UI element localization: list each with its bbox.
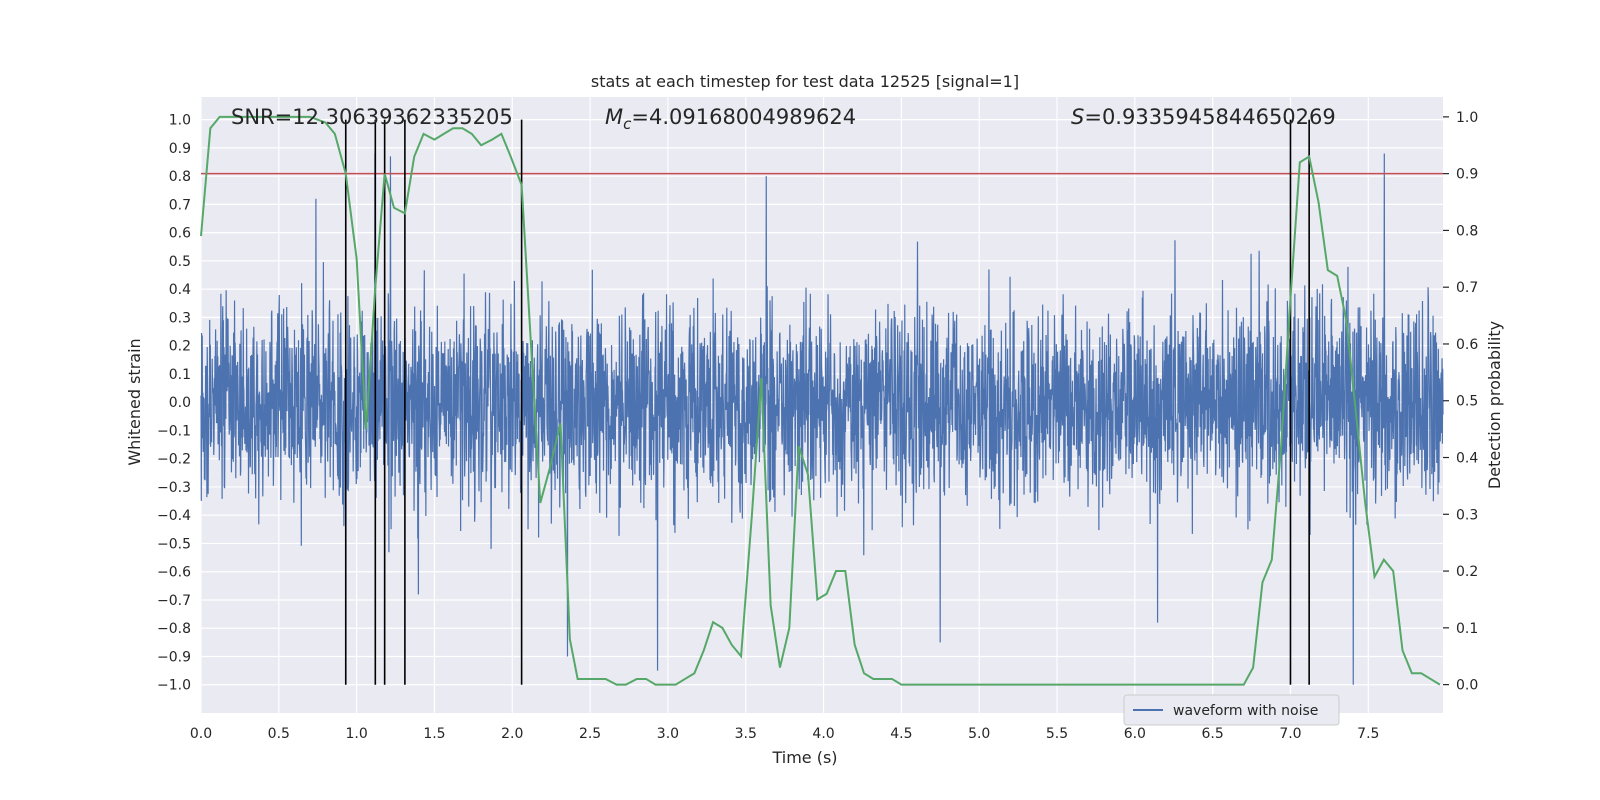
y-right-tick-label: 0.2	[1456, 564, 1478, 580]
probability-series	[200, 115, 1441, 686]
legend-box	[1123, 694, 1340, 726]
y-right-tick-label: 0.3	[1456, 507, 1478, 523]
x-tick-label: 7.5	[1357, 726, 1379, 742]
y-right-tick-label: 0.8	[1456, 223, 1478, 239]
y-left-tick-label: −0.1	[157, 423, 191, 439]
y-right-tick-label: 0.5	[1456, 394, 1478, 410]
x-tick-label: 2.0	[501, 726, 523, 742]
score-value: =0.9335945844650269	[1084, 105, 1335, 129]
x-tick-label: 0.5	[268, 726, 290, 742]
waveform-line	[200, 153, 1444, 685]
x-tick-label: 6.0	[1124, 726, 1146, 742]
x-tick-label: 5.0	[968, 726, 990, 742]
y-left-tick-label: −0.9	[157, 649, 191, 665]
y-left-tick-label: −0.5	[157, 536, 191, 552]
y-left-tick-label: 1.0	[169, 113, 191, 129]
x-tick-label: 3.0	[657, 726, 679, 742]
y-left-tick-label: 0.7	[169, 197, 191, 213]
chart-title: stats at each timestep for test data 125…	[591, 72, 1019, 91]
y-left-tick-label: 0.9	[169, 141, 191, 157]
x-tick-label: 6.5	[1202, 726, 1224, 742]
waveform-series	[200, 153, 1444, 685]
y-left-tick-label: −0.7	[157, 593, 191, 609]
chirp-mass-value: =4.09168004989624	[631, 105, 856, 129]
y-left-tick-label: −0.6	[157, 565, 191, 581]
y-right-tick-label: 0.1	[1456, 621, 1478, 637]
y-right-tick-label: 1.0	[1456, 110, 1478, 126]
x-tick-label: 3.5	[735, 726, 757, 742]
legend-label: waveform with noise	[1173, 703, 1318, 719]
x-tick-label: 7.0	[1279, 726, 1301, 742]
y-left-tick-label: 0.0	[169, 395, 191, 411]
x-axis-ticks: 0.0 0.5 1.0 1.5 2.0 2.5 3.0 3.5 4.0 4.5 5.0 5.5 6.0 6…	[190, 726, 1380, 742]
y-left-tick-label: 0.4	[169, 282, 191, 298]
y-right-axis-ticks: 1.0 0.9 0.8 0.7 0.6 0.5 0.4 0.3 0.2 0.1 0.0	[1443, 110, 1478, 694]
chirp-mass-symbol: M	[605, 105, 623, 129]
y-left-axis-ticks: 1.0 0.9 0.8 0.7 0.6 0.5 0.4 0.3 0.2 0.1 0.0 −0.1 −0.…	[157, 113, 191, 694]
y-left-tick-label: 0.8	[169, 169, 191, 185]
y-left-tick-label: 0.2	[169, 339, 191, 355]
x-tick-label: 2.5	[579, 726, 601, 742]
chirp-mass-subscript: c	[623, 115, 632, 133]
y-right-tick-label: 0.9	[1456, 167, 1478, 183]
probability-line	[200, 115, 1441, 686]
x-tick-label: 4.0	[812, 726, 834, 742]
legend: waveform with noise	[1123, 694, 1340, 726]
y-right-tick-label: 0.7	[1456, 280, 1478, 296]
y-right-tick-label: 0.0	[1456, 678, 1478, 694]
y-left-axis-label: Whitened strain	[125, 338, 144, 465]
x-tick-label: 4.5	[890, 726, 912, 742]
y-right-tick-label: 0.4	[1456, 451, 1478, 467]
x-tick-label: 0.0	[190, 726, 212, 742]
snr-annotation: SNR=12.30639362335205	[231, 105, 513, 129]
y-right-tick-label: 0.6	[1456, 337, 1478, 353]
y-right-axis-label: Detection probability	[1485, 321, 1504, 489]
x-tick-label: 1.5	[423, 726, 445, 742]
chirp-mass-annotation: Mc=4.09168004989624	[605, 105, 856, 133]
y-left-tick-label: −1.0	[157, 678, 191, 694]
y-left-tick-label: 0.3	[169, 310, 191, 326]
y-left-tick-label: −0.3	[157, 480, 191, 496]
y-left-tick-label: 0.6	[169, 226, 191, 242]
x-tick-label: 5.5	[1046, 726, 1068, 742]
y-left-tick-label: −0.4	[157, 508, 191, 524]
y-left-tick-label: 0.1	[169, 367, 191, 383]
y-left-tick-label: −0.8	[157, 621, 191, 637]
score-symbol: S	[1071, 105, 1084, 129]
y-left-tick-label: 0.5	[169, 254, 191, 270]
score-annotation: S=0.9335945844650269	[1071, 105, 1336, 129]
x-axis-label: Time (s)	[771, 748, 837, 767]
y-left-tick-label: −0.2	[157, 452, 191, 468]
x-tick-label: 1.0	[346, 726, 368, 742]
